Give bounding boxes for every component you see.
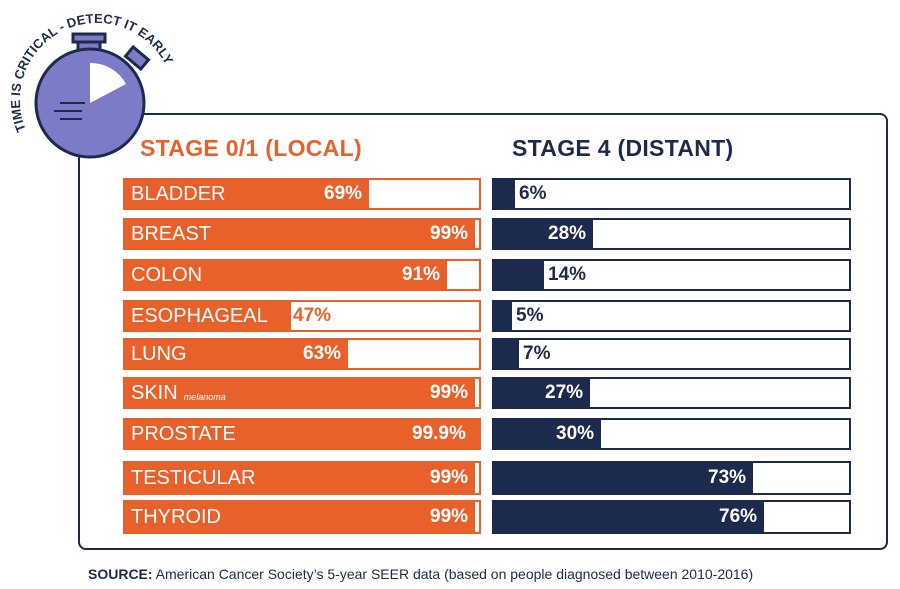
local-value-label-breast: 99% bbox=[430, 223, 469, 244]
category-label-breast: BREAST bbox=[131, 218, 211, 250]
local-series-title: STAGE 0/1 (LOCAL) bbox=[140, 135, 362, 161]
category-name: TESTICULAR bbox=[131, 466, 256, 489]
source-text: American Cancer Society’s 5-year SEER da… bbox=[152, 566, 754, 582]
category-name: COLON bbox=[131, 263, 203, 286]
category-label-skin: SKIN melanoma bbox=[131, 377, 226, 409]
local-bar-track bbox=[123, 300, 481, 332]
distant-bar-row-prostate: 30% bbox=[492, 418, 851, 450]
distant-bar-prostate bbox=[494, 420, 601, 448]
distant-value-label-thyroid: 76% bbox=[719, 506, 758, 527]
distant-bar-row-lung: 7% bbox=[492, 338, 851, 370]
distant-bar-track bbox=[492, 259, 851, 291]
source-label: SOURCE: bbox=[88, 566, 153, 582]
distant-bar-row-esophageal: 5% bbox=[492, 300, 851, 332]
local-bar-track bbox=[123, 461, 481, 495]
distant-value-label-skin: 27% bbox=[545, 382, 584, 403]
distant-value-label-prostate: 30% bbox=[556, 423, 595, 444]
distant-bar-colon bbox=[494, 261, 544, 289]
category-name: LUNG bbox=[131, 342, 187, 365]
category-name: THYROID bbox=[131, 505, 221, 528]
distant-bar-breast bbox=[494, 220, 593, 248]
distant-bar-thyroid bbox=[494, 502, 764, 532]
distant-bar-track bbox=[492, 300, 851, 332]
local-bar-row-esophageal: ESOPHAGEAL 47% bbox=[123, 300, 481, 332]
category-label-thyroid: THYROID bbox=[131, 500, 221, 534]
local-bar-bladder bbox=[125, 180, 369, 208]
local-bar-row-colon: COLON 91% bbox=[123, 259, 481, 291]
distant-value-label-bladder: 6% bbox=[519, 183, 547, 204]
local-bar-row-bladder: BLADDER 69% bbox=[123, 178, 481, 210]
distant-bar-esophageal bbox=[494, 302, 512, 330]
local-bar-lung bbox=[125, 340, 348, 368]
distant-bar-track bbox=[492, 377, 851, 409]
category-label-testicular: TESTICULAR bbox=[131, 461, 255, 495]
distant-value-label-lung: 7% bbox=[523, 343, 551, 364]
category-label-esophageal: ESOPHAGEAL bbox=[131, 300, 268, 332]
local-bar-track bbox=[123, 377, 481, 409]
local-bar-esophageal bbox=[125, 302, 291, 330]
distant-bar-row-testicular: 73% bbox=[492, 461, 851, 495]
distant-bar-track bbox=[492, 338, 851, 370]
local-value-label-skin: 99% bbox=[430, 382, 469, 403]
distant-value-label-breast: 28% bbox=[548, 223, 587, 244]
category-name: SKIN bbox=[131, 381, 178, 404]
distant-bar-skin bbox=[494, 379, 590, 407]
local-bar-row-skin: SKIN melanoma 99% bbox=[123, 377, 481, 409]
local-bar-track bbox=[123, 418, 481, 450]
category-name: BREAST bbox=[131, 222, 212, 245]
local-value-label-colon: 91% bbox=[402, 264, 441, 285]
local-value-label-lung: 63% bbox=[303, 343, 342, 364]
local-bar-track bbox=[123, 218, 481, 250]
distant-series-title: STAGE 4 (DISTANT) bbox=[512, 135, 734, 161]
distant-bar-track bbox=[492, 178, 851, 210]
distant-value-label-colon: 14% bbox=[548, 264, 587, 285]
local-bar-track bbox=[123, 178, 481, 210]
local-value-label-prostate: 99.9% bbox=[412, 423, 466, 444]
category-label-colon: COLON bbox=[131, 259, 202, 291]
distant-bar-track bbox=[492, 500, 851, 534]
source-note: SOURCE: American Cancer Society’s 5-year… bbox=[88, 566, 753, 582]
local-bar-track bbox=[123, 338, 481, 370]
local-bar-track bbox=[123, 500, 481, 534]
category-name: ESOPHAGEAL bbox=[131, 304, 268, 327]
stopwatch-icon: TIME IS CRITICAL - DETECT IT EARLY bbox=[8, 11, 176, 159]
local-bar-row-thyroid: THYROID 99% bbox=[123, 500, 481, 534]
local-bar-testicular bbox=[125, 463, 475, 493]
category-name: PROSTATE bbox=[131, 422, 236, 445]
local-bar-row-lung: LUNG 63% bbox=[123, 338, 481, 370]
distant-value-label-testicular: 73% bbox=[708, 467, 747, 488]
distant-bar-row-skin: 27% bbox=[492, 377, 851, 409]
distant-bar-testicular bbox=[494, 463, 753, 493]
distant-bar-row-breast: 28% bbox=[492, 218, 851, 250]
category-label-prostate: PROSTATE bbox=[131, 418, 236, 450]
distant-bar-bladder bbox=[494, 180, 515, 208]
local-bar-colon bbox=[125, 261, 447, 289]
distant-bar-row-thyroid: 76% bbox=[492, 500, 851, 534]
category-subtitle: melanoma bbox=[183, 392, 226, 402]
category-label-lung: LUNG bbox=[131, 338, 187, 370]
distant-value-label-esophageal: 5% bbox=[516, 305, 544, 326]
local-bar-row-prostate: PROSTATE 99.9% bbox=[123, 418, 481, 450]
distant-bar-track bbox=[492, 418, 851, 450]
local-value-label-thyroid: 99% bbox=[430, 506, 469, 527]
local-bar-thyroid bbox=[125, 502, 475, 532]
local-bar-row-breast: BREAST 99% bbox=[123, 218, 481, 250]
local-value-label-esophageal: 47% bbox=[293, 305, 332, 326]
local-value-label-bladder: 69% bbox=[324, 183, 363, 204]
distant-bar-lung bbox=[494, 340, 519, 368]
distant-bar-row-bladder: 6% bbox=[492, 178, 851, 210]
category-label-bladder: BLADDER bbox=[131, 178, 225, 210]
local-bar-track bbox=[123, 259, 481, 291]
distant-bar-row-colon: 14% bbox=[492, 259, 851, 291]
local-value-label-testicular: 99% bbox=[430, 467, 469, 488]
category-name: BLADDER bbox=[131, 182, 226, 205]
distant-bar-track bbox=[492, 218, 851, 250]
local-bar-breast bbox=[125, 220, 475, 248]
local-bar-skin bbox=[125, 379, 475, 407]
local-bar-row-testicular: TESTICULAR 99% bbox=[123, 461, 481, 495]
distant-bar-track bbox=[492, 461, 851, 495]
local-bar-prostate bbox=[125, 420, 479, 448]
